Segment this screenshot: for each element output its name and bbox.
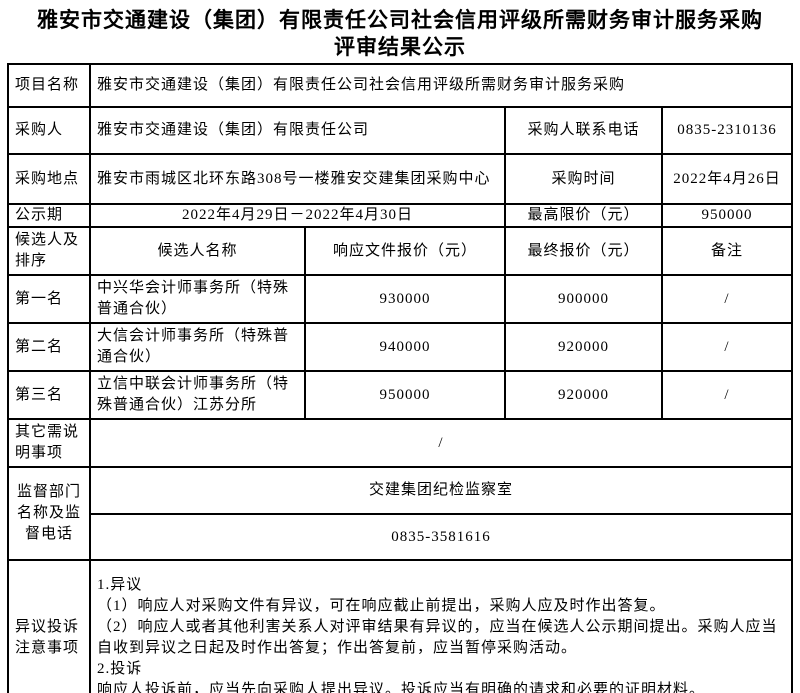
candidates-final-price-header: 最终报价（元） [503,226,663,276]
location-label: 采购地点 [6,153,91,205]
supervision-department: 交建集团纪检监察室 [88,466,794,515]
purchaser-value: 雅安市交通建设（集团）有限责任公司 [88,106,506,155]
project-row: 项目名称 雅安市交通建设（集团）有限责任公司社会信用评级所需财务审计服务采购 [6,63,794,108]
candidate-row: 第三名 立信中联会计师事务所（特殊普通合伙）江苏分所 950000 920000… [6,370,794,420]
candidates-remark-header: 备注 [660,226,794,276]
objection-label: 异议投诉注意事项 [6,559,91,693]
candidate-row: 第一名 中兴华会计师事务所（特殊普通合伙） 930000 900000 / [6,274,794,324]
candidate-doc-price-cell: 930000 [303,274,506,324]
candidate-row: 第二名 大信会计师事务所（特殊普通合伙） 940000 920000 / [6,322,794,372]
supervision-label: 监督部门名称及监督电话 [6,466,91,561]
other-notes-label: 其它需说明事项 [6,418,91,468]
location-row: 采购地点 雅安市雨城区北环东路308号一楼雅安交建集团采购中心 采购时间 202… [6,153,794,205]
max-price-label: 最高限价（元） [503,203,663,228]
candidate-remark-cell: / [660,274,794,324]
purchaser-phone-label: 采购人联系电话 [503,106,663,155]
supervision-phone: 0835-3581616 [88,513,794,561]
objection-row: 异议投诉注意事项 1.异议 （1）响应人对采购文件有异议，可在响应截止前提出，采… [6,559,794,693]
candidate-name-cell: 中兴华会计师事务所（特殊普通合伙） [88,274,306,324]
candidate-name-cell: 大信会计师事务所（特殊普通合伙） [88,322,306,372]
location-value: 雅安市雨城区北环东路308号一楼雅安交建集团采购中心 [88,153,506,205]
purchase-time-label: 采购时间 [503,153,663,205]
candidate-rank-cell: 第三名 [6,370,91,420]
page-title: 雅安市交通建设（集团）有限责任公司社会信用评级所需财务审计服务采购评审结果公示 [37,9,763,59]
candidates-rank-header: 候选人及排序 [6,226,91,276]
publicity-row: 公示期 2022年4月29日－2022年4月30日 最高限价（元） 950000 [6,203,794,228]
purchase-time-value: 2022年4月26日 [660,153,794,205]
supervision-phone-row: 0835-3581616 [8,513,794,561]
announcement-table: 项目名称 雅安市交通建设（集团）有限责任公司社会信用评级所需财务审计服务采购 采… [6,63,794,693]
project-label: 项目名称 [6,63,91,108]
purchaser-label: 采购人 [6,106,91,155]
candidate-remark-cell: / [660,322,794,372]
other-notes-row: 其它需说明事项 / [6,418,794,468]
candidate-final-price-cell: 900000 [503,274,663,324]
candidate-name-cell: 立信中联会计师事务所（特殊普通合伙）江苏分所 [88,370,306,420]
supervision-row: 监督部门名称及监督电话 交建集团纪检监察室 [6,466,794,561]
candidate-rank-cell: 第二名 [6,322,91,372]
project-value: 雅安市交通建设（集团）有限责任公司社会信用评级所需财务审计服务采购 [88,63,794,108]
candidate-doc-price-cell: 940000 [303,322,506,372]
candidates-name-header: 候选人名称 [88,226,306,276]
publicity-period-value: 2022年4月29日－2022年4月30日 [88,203,506,228]
candidate-rank-cell: 第一名 [6,274,91,324]
purchaser-phone-value: 0835-2310136 [660,106,794,155]
other-notes-value: / [88,418,794,468]
candidates-header-row: 候选人及排序 候选人名称 响应文件报价（元） 最终报价（元） 备注 [6,226,794,276]
candidate-remark-cell: / [660,370,794,420]
purchaser-row: 采购人 雅安市交通建设（集团）有限责任公司 采购人联系电话 0835-23101… [6,106,794,155]
candidate-final-price-cell: 920000 [503,322,663,372]
candidates-doc-price-header: 响应文件报价（元） [303,226,506,276]
publicity-label: 公示期 [6,203,91,228]
objection-content: 1.异议 （1）响应人对采购文件有异议，可在响应截止前提出，采购人应及时作出答复… [88,559,794,693]
candidate-doc-price-cell: 950000 [303,370,506,420]
candidate-final-price-cell: 920000 [503,370,663,420]
max-price-value: 950000 [660,203,794,228]
